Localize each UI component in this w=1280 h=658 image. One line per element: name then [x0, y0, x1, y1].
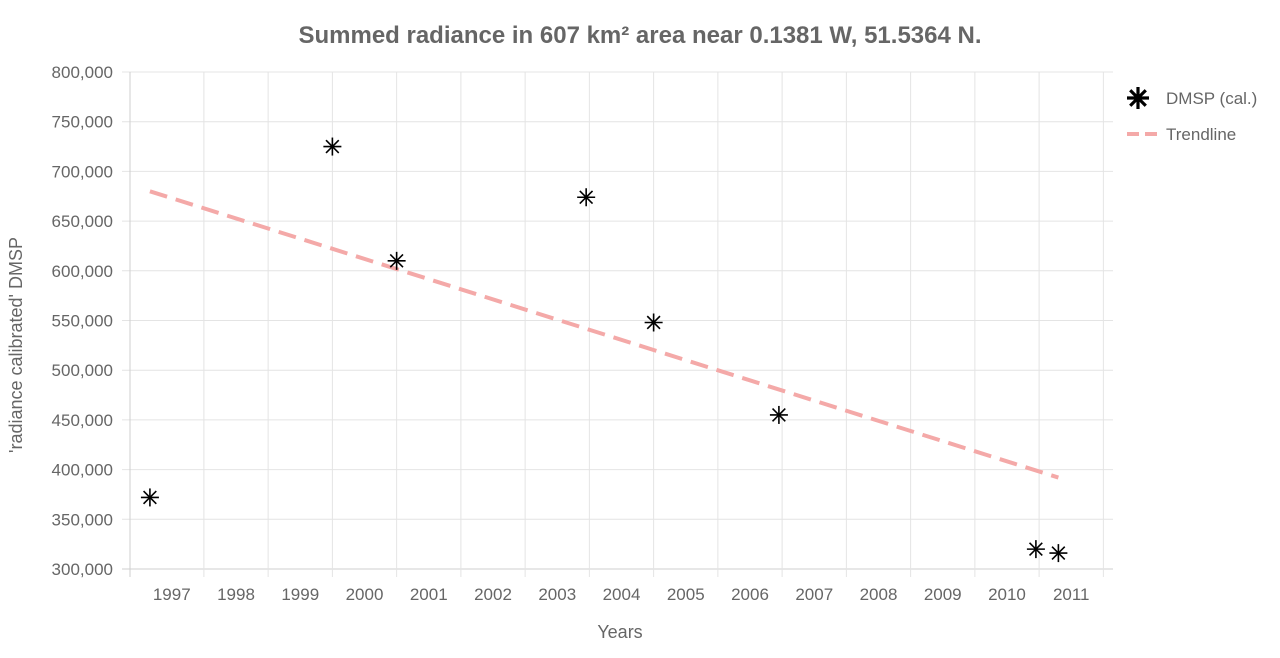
y-tick-label: 700,000 [52, 162, 113, 181]
x-tick-label: 2008 [860, 585, 898, 604]
x-tick-label: 2011 [1053, 585, 1090, 604]
data-point [769, 405, 788, 424]
y-axis-ticks: 800,000 750,000 700,000 650,000 600,000 550,0… [52, 63, 113, 579]
y-axis-title: 'radiance calibrated' DMSP [6, 237, 26, 453]
grid [122, 71, 1113, 577]
x-tick-label: 1998 [217, 585, 255, 604]
y-tick-label: 800,000 [52, 63, 113, 82]
y-tick-label: 550,000 [52, 312, 113, 331]
dmsp-series [140, 137, 1068, 563]
y-tick-label: 750,000 [52, 113, 113, 132]
x-tick-label: 2009 [924, 585, 962, 604]
y-tick-label: 300,000 [52, 560, 113, 579]
x-tick-label: 2006 [731, 585, 769, 604]
x-tick-label: 2000 [346, 585, 384, 604]
data-point [577, 188, 596, 207]
y-tick-label: 600,000 [52, 262, 113, 281]
legend-item-dmsp[interactable]: DMSP (cal.) [1127, 87, 1257, 109]
x-tick-label: 2001 [410, 585, 448, 604]
y-tick-label: 500,000 [52, 361, 113, 380]
x-axis-title: Years [597, 622, 642, 642]
data-point [323, 137, 342, 156]
x-tick-label: 2004 [603, 585, 641, 604]
x-tick-label: 1997 [153, 585, 191, 604]
y-tick-label: 350,000 [52, 510, 113, 529]
legend-asterisk-icon [1127, 87, 1149, 109]
data-point [644, 313, 663, 332]
y-tick-label: 650,000 [52, 212, 113, 231]
legend-label-trendline: Trendline [1166, 125, 1236, 144]
y-tick-label: 450,000 [52, 411, 113, 430]
x-tick-label: 2007 [795, 585, 833, 604]
x-tick-label: 2005 [667, 585, 705, 604]
chart-title: Summed radiance in 607 km² area near 0.1… [298, 22, 982, 49]
y-tick-label: 400,000 [52, 461, 113, 480]
legend-asterisk-mark [1127, 87, 1149, 109]
legend-label-dmsp: DMSP (cal.) [1166, 89, 1257, 108]
legend[interactable]: DMSP (cal.) Trendline [1127, 87, 1257, 144]
x-tick-label: 2003 [538, 585, 576, 604]
trendline [149, 189, 1059, 480]
x-tick-label: 2002 [474, 585, 512, 604]
data-point [387, 251, 406, 270]
x-tick-label: 2010 [988, 585, 1026, 604]
data-point [1026, 540, 1045, 559]
data-point [1049, 544, 1068, 563]
data-point [140, 488, 159, 507]
trendline-series [149, 189, 1059, 480]
x-axis-ticks: 1997 1998 1999 2000 2001 2002 2003 2004 2005 2006… [153, 585, 1090, 604]
legend-item-trendline[interactable]: Trendline [1127, 125, 1236, 144]
x-tick-label: 1999 [281, 585, 319, 604]
